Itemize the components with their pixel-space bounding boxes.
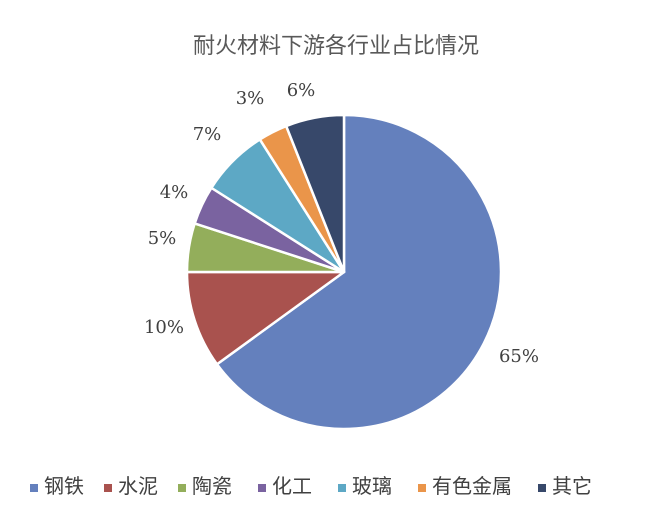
pie-slice-7 [284,113,346,274]
legend-label-2: 水泥 [118,474,158,498]
legend-marker-2 [104,484,112,492]
legend-label-3: 陶瓷 [192,474,232,498]
legend-label-4: 化工 [272,474,312,498]
slice-label-1: 65% [499,346,539,367]
watermark-logo-icon [4,508,24,528]
watermark: K 大致综合 [4,508,76,528]
slice-label-4: 4% [160,182,189,203]
slice-label-3: 5% [148,228,177,249]
watermark-logo-text: K [10,511,19,525]
watermark-text: 大致综合 [28,510,76,525]
legend-label-1: 钢铁 [44,474,84,498]
chart-title: 耐火材料下游各行业占比情况 [193,34,479,59]
slice-label-5: 7% [193,124,222,145]
pie-slice-1 [215,113,503,431]
legend-label-6: 有色金属 [432,474,512,498]
legend-marker-4 [258,484,266,492]
legend-marker-7 [538,484,546,492]
pie-slice-2 [185,270,346,366]
legend-marker-6 [418,484,426,492]
legend: 钢铁 水泥 陶瓷 化工 玻璃 有色金属 其它 [30,474,592,498]
slice-label-2: 10% [144,317,184,338]
legend-label-5: 玻璃 [352,474,392,498]
legend-marker-3 [178,484,186,492]
pie-slices [185,113,503,431]
legend-marker-1 [30,484,38,492]
legend-label-7: 其它 [552,474,592,498]
slice-label-7: 6% [287,80,316,101]
percentage-labels: 65% 10% 5% 4% 7% 3% 6% [144,80,539,367]
legend-marker-5 [338,484,346,492]
slice-label-6: 3% [236,88,265,109]
